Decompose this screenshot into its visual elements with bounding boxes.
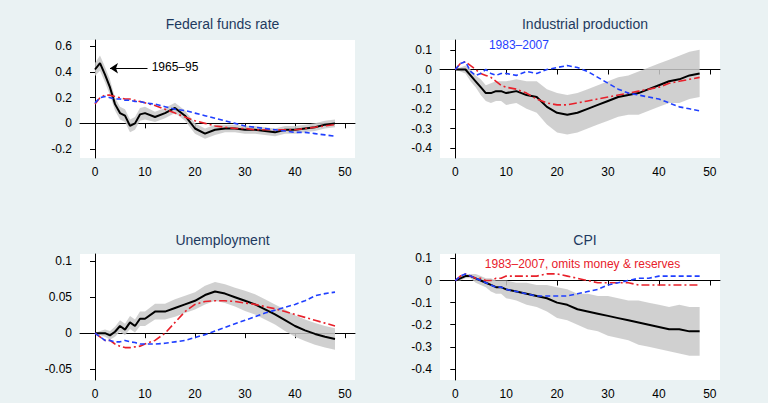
svg-text:Federal funds rate: Federal funds rate	[166, 16, 280, 32]
svg-text:20: 20	[550, 165, 564, 179]
svg-text:30: 30	[601, 165, 615, 179]
svg-text:0.05: 0.05	[49, 290, 73, 304]
svg-text:-0.3: -0.3	[411, 122, 432, 136]
svg-text:CPI: CPI	[573, 232, 596, 248]
svg-text:0: 0	[92, 387, 99, 401]
svg-text:30: 30	[238, 387, 252, 401]
svg-text:20: 20	[188, 165, 202, 179]
svg-text:10: 10	[138, 387, 152, 401]
svg-text:50: 50	[703, 165, 717, 179]
svg-text:0: 0	[452, 165, 459, 179]
svg-text:0.1: 0.1	[415, 43, 432, 57]
svg-text:40: 40	[652, 165, 666, 179]
svg-text:50: 50	[338, 387, 352, 401]
svg-text:10: 10	[138, 165, 152, 179]
svg-text:0: 0	[425, 274, 432, 288]
svg-text:0.1: 0.1	[55, 254, 72, 268]
svg-text:0: 0	[452, 387, 459, 401]
svg-text:-0.05: -0.05	[45, 362, 73, 376]
svg-text:Unemployment: Unemployment	[175, 232, 269, 248]
svg-text:0: 0	[425, 63, 432, 77]
svg-text:-0.2: -0.2	[411, 102, 432, 116]
svg-text:0.4: 0.4	[55, 65, 72, 79]
svg-text:0: 0	[65, 116, 72, 130]
svg-text:-0.1: -0.1	[411, 82, 432, 96]
svg-text:1983–2007, omits money & reser: 1983–2007, omits money & reserves	[485, 257, 680, 271]
svg-text:50: 50	[338, 165, 352, 179]
svg-text:40: 40	[652, 387, 666, 401]
svg-text:20: 20	[550, 387, 564, 401]
svg-text:0: 0	[65, 326, 72, 340]
svg-text:-0.4: -0.4	[411, 141, 432, 155]
svg-text:10: 10	[500, 165, 514, 179]
svg-text:-0.2: -0.2	[51, 142, 72, 156]
svg-text:1983–2007: 1983–2007	[489, 38, 549, 52]
svg-text:0.1: 0.1	[415, 251, 432, 265]
svg-text:40: 40	[288, 387, 302, 401]
svg-text:Industrial production: Industrial production	[522, 16, 648, 32]
svg-text:0.2: 0.2	[55, 91, 72, 105]
svg-text:-0.4: -0.4	[411, 362, 432, 376]
svg-text:-0.3: -0.3	[411, 340, 432, 354]
svg-text:30: 30	[601, 387, 615, 401]
svg-text:40: 40	[288, 165, 302, 179]
svg-text:20: 20	[188, 387, 202, 401]
svg-text:50: 50	[703, 387, 717, 401]
svg-text:10: 10	[500, 387, 514, 401]
svg-text:-0.1: -0.1	[411, 296, 432, 310]
svg-text:30: 30	[238, 165, 252, 179]
svg-text:0: 0	[92, 165, 99, 179]
svg-text:1965–95: 1965–95	[152, 60, 199, 74]
svg-text:-0.2: -0.2	[411, 318, 432, 332]
svg-text:0.6: 0.6	[55, 39, 72, 53]
